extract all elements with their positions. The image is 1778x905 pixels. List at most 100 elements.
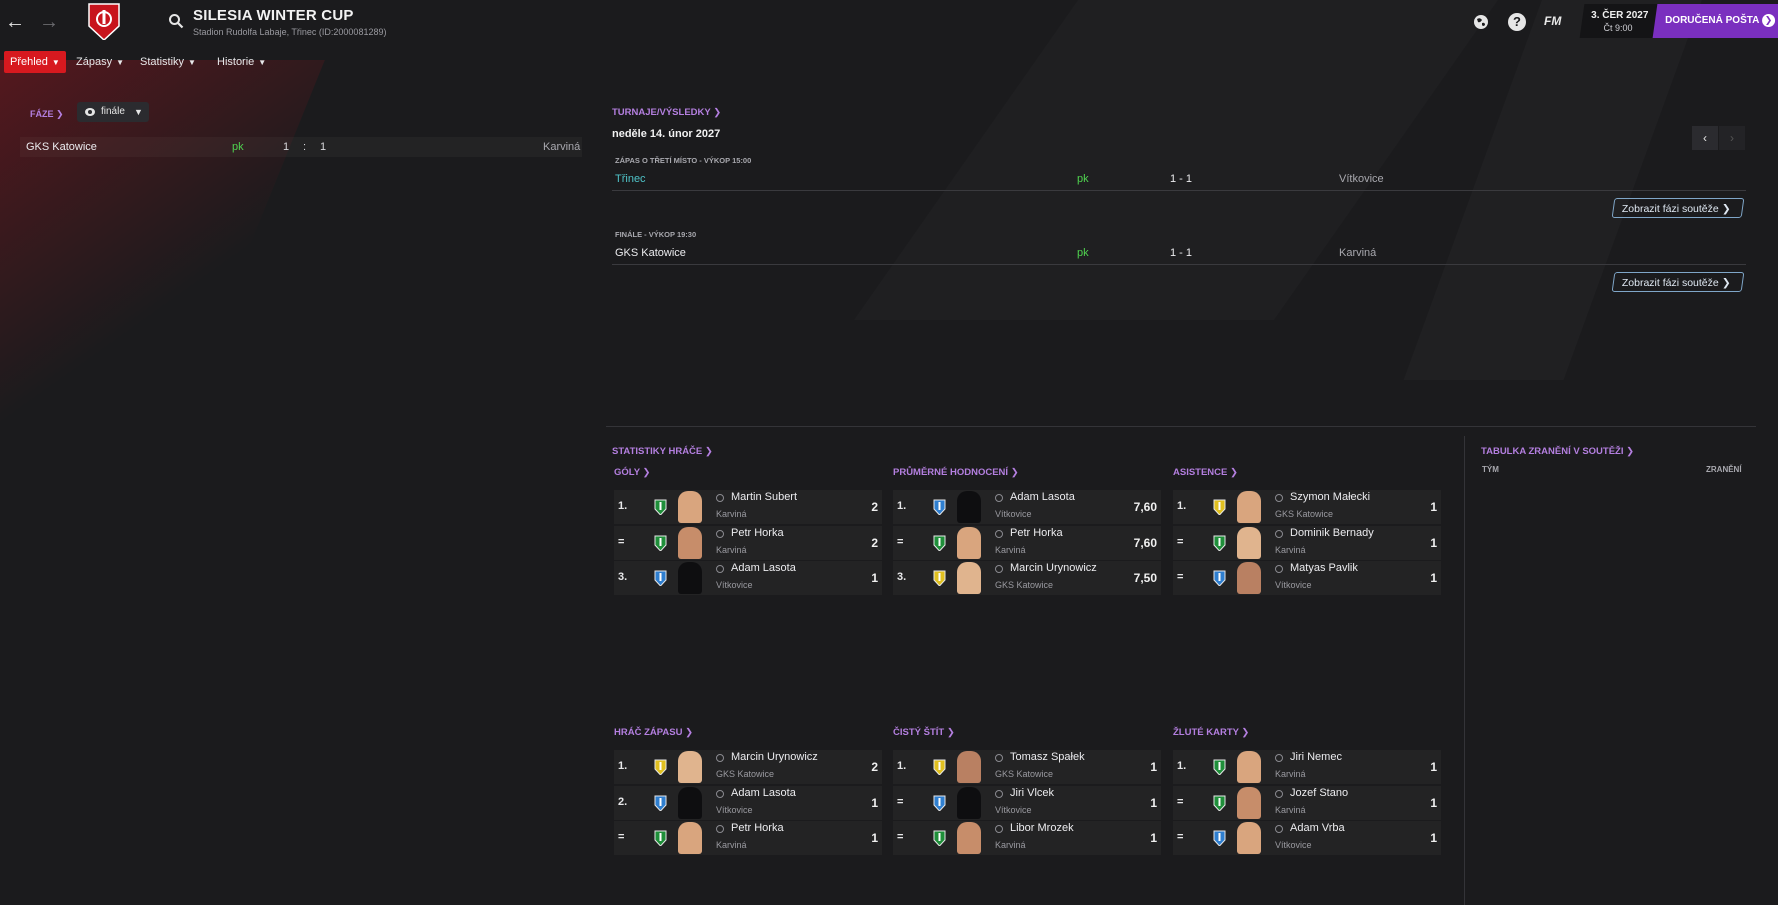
player-name[interactable]: Szymon Małecki [1290,491,1371,503]
show-stage-button[interactable]: Zobrazit fázi soutěže ❯ [1611,198,1745,218]
away-team[interactable]: Karviná [1339,247,1377,259]
result-row[interactable]: Třinec pk 1 - 1 Vítkovice [612,170,1746,191]
home-team[interactable]: GKS Katowice [26,141,97,153]
player-club[interactable]: GKS Katowice [995,580,1054,590]
next-page-button[interactable]: › [1719,126,1745,150]
stat-row[interactable]: 3. Marcin Urynowicz GKS Katowice 7,50 [893,561,1161,595]
stat-row[interactable]: = Jiri Vlcek Vítkovice 1 [893,786,1161,820]
show-stage-button[interactable]: Zobrazit fázi soutěže ❯ [1611,272,1745,292]
globe-icon[interactable] [1471,12,1491,32]
stat-row[interactable]: 1. Tomasz Spałek GKS Katowice 1 [893,750,1161,784]
player-name[interactable]: Jiri Vlcek [1010,787,1055,799]
away-team[interactable]: Karviná [543,141,581,153]
person-icon [995,565,1003,573]
stat-block-heading[interactable]: PRŮMĚRNÉ HODNOCENÍ ❯ [893,467,1019,478]
player-club[interactable]: Vítkovice [1275,840,1312,850]
player-club[interactable]: Karviná [1275,805,1306,815]
player-name[interactable]: Petr Horka [731,822,784,834]
player-club[interactable]: Karviná [995,840,1026,850]
stat-row[interactable]: 2. Adam Lasota Vítkovice 1 [614,786,882,820]
stat-row[interactable]: 1. Jiri Nemec Karviná 1 [1173,750,1441,784]
menu-item-historie[interactable]: Historie ▼ [217,51,266,73]
stat-row[interactable]: = Jozef Stano Karviná 1 [1173,786,1441,820]
menu-item-statistiky[interactable]: Statistiky ▼ [140,51,196,73]
stat-block-heading[interactable]: ČISTÝ ŠTÍT ❯ [893,727,955,738]
inbox-button[interactable]: DORUČENÁ POŠTA ❯ [1652,4,1778,38]
stat-rank: = [618,831,625,843]
player-name[interactable]: Petr Horka [1010,527,1063,539]
player-club[interactable]: GKS Katowice [716,769,775,779]
stat-row[interactable]: 1. Marcin Urynowicz GKS Katowice 2 [614,750,882,784]
player-club[interactable]: Karviná [1275,545,1306,555]
background-shape [854,0,1526,320]
player-name[interactable]: Adam Vrba [1290,822,1345,834]
player-name[interactable]: Matyas Pavlik [1290,562,1358,574]
stat-row[interactable]: 1. Szymon Małecki GKS Katowice 1 [1173,490,1441,524]
stat-block-heading[interactable]: ASISTENCE ❯ [1173,467,1238,478]
results-heading[interactable]: TURNAJE/VÝSLEDKY ❯ [612,107,721,118]
match-score[interactable]: 1 - 1 [1170,247,1193,259]
match-score[interactable]: 1 - 1 [1170,173,1193,185]
stat-block-heading[interactable]: HRÁČ ZÁPASU ❯ [614,727,693,738]
chevron-down-icon: ▼ [134,107,143,117]
player-stats-heading[interactable]: STATISTIKY HRÁČE ❯ [612,446,713,457]
previous-page-button[interactable]: ‹ [1692,126,1718,150]
player-name[interactable]: Petr Horka [731,527,784,539]
back-arrow-icon[interactable]: ← [5,11,25,33]
home-team[interactable]: GKS Katowice [615,247,686,259]
faze-heading[interactable]: FÁZE ❯ [30,109,64,120]
fm-logo[interactable]: FM [1544,14,1562,28]
date-button[interactable]: 3. ČER 2027 Čt 9:00 [1579,4,1659,38]
stat-row[interactable]: = Matyas Pavlik Vítkovice 1 [1173,561,1441,595]
stat-row[interactable]: = Dominik Bernady Karviná 1 [1173,526,1441,560]
away-team[interactable]: Vítkovice [1339,173,1384,185]
search-icon[interactable] [168,13,184,29]
injury-table-heading[interactable]: TABULKA ZRANĚNÍ V SOUTĚŽI ❯ [1481,446,1634,457]
forward-arrow-icon[interactable]: → [39,11,59,33]
player-name[interactable]: Marcin Urynowicz [1010,562,1097,574]
player-club[interactable]: Karviná [716,509,747,519]
player-club[interactable]: Vítkovice [995,509,1032,519]
chevron-down-icon: ▼ [258,58,267,67]
player-club[interactable]: GKS Katowice [995,769,1054,779]
player-name[interactable]: Jiri Nemec [1290,751,1342,763]
player-name[interactable]: Martin Subert [731,491,798,503]
stage-select[interactable]: finále ▼ [77,102,149,122]
result-row[interactable]: GKS Katowice pk 1 - 1 Karviná [612,244,1746,265]
player-club[interactable]: Karviná [1275,769,1306,779]
stat-row[interactable]: = Petr Horka Karviná 7,60 [893,526,1161,560]
stat-row[interactable]: 1. Adam Lasota Vítkovice 7,60 [893,490,1161,524]
player-club[interactable]: GKS Katowice [1275,509,1334,519]
stage-match-row[interactable]: GKS Katowice pk 1 : 1 Karviná [20,137,582,157]
stat-row[interactable]: = Libor Mrozek Karviná 1 [893,821,1161,855]
player-club[interactable]: Karviná [995,545,1026,555]
menu-item-zapasy[interactable]: Zápasy ▼ [76,51,124,73]
home-team[interactable]: Třinec [615,173,646,185]
stat-block-heading[interactable]: ŽLUTÉ KARTY ❯ [1173,727,1249,738]
player-name[interactable]: Jozef Stano [1290,787,1349,799]
stat-row[interactable]: = Adam Vrba Vítkovice 1 [1173,821,1441,855]
stat-row[interactable]: = Petr Horka Karviná 1 [614,821,882,855]
player-club[interactable]: Vítkovice [716,580,753,590]
player-club[interactable]: Karviná [716,840,747,850]
player-name[interactable]: Marcin Urynowicz [731,751,818,763]
divider [606,426,1756,427]
club-badge-icon [1213,570,1226,586]
club-badge-icon [654,830,667,846]
player-name[interactable]: Adam Lasota [1010,491,1075,503]
player-club[interactable]: Vítkovice [716,805,753,815]
stat-row[interactable]: 1. Martin Subert Karviná 2 [614,490,882,524]
stat-block-heading[interactable]: GÓLY ❯ [614,467,650,478]
player-club[interactable]: Karviná [716,545,747,555]
player-name[interactable]: Adam Lasota [731,562,796,574]
stat-row[interactable]: = Petr Horka Karviná 2 [614,526,882,560]
player-name[interactable]: Dominik Bernady [1290,527,1374,539]
help-icon[interactable]: ? [1508,13,1526,31]
player-club[interactable]: Vítkovice [1275,580,1312,590]
stat-row[interactable]: 3. Adam Lasota Vítkovice 1 [614,561,882,595]
player-club[interactable]: Vítkovice [995,805,1032,815]
player-name[interactable]: Adam Lasota [731,787,796,799]
player-name[interactable]: Libor Mrozek [1010,822,1074,834]
player-name[interactable]: Tomasz Spałek [1010,751,1085,763]
menu-item-prehled[interactable]: Přehled ▼ [4,51,66,73]
